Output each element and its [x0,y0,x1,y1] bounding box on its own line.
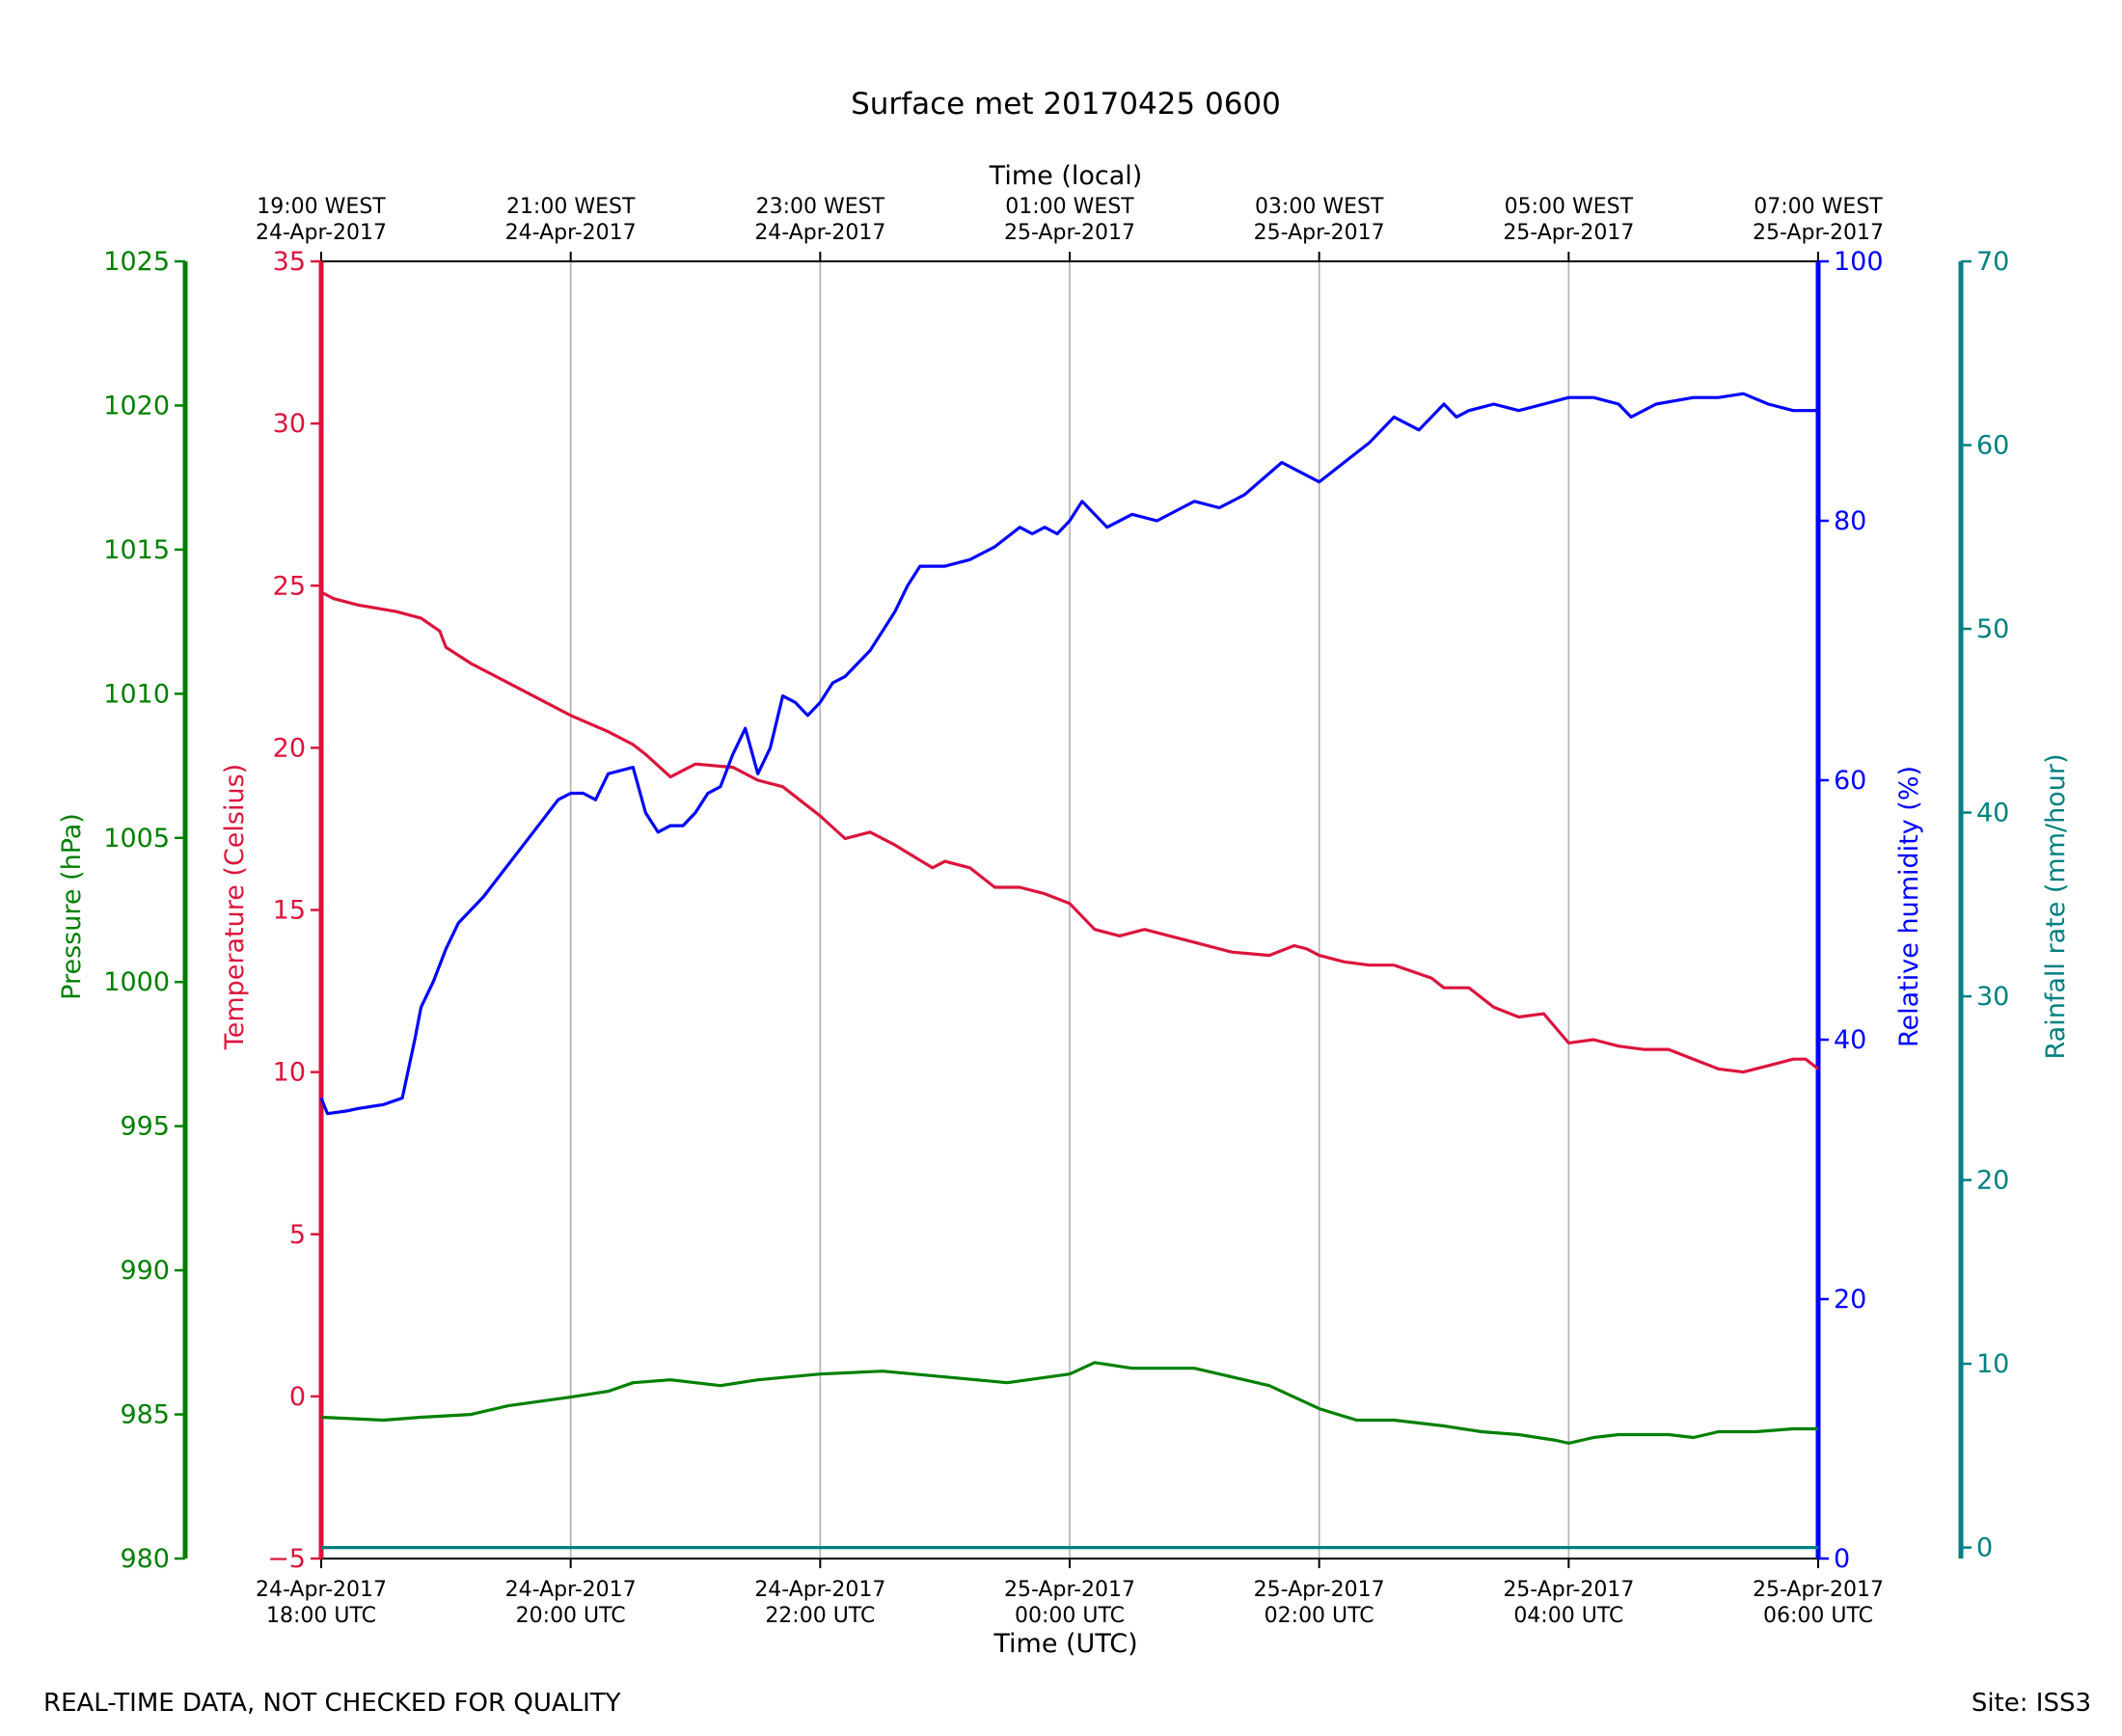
rainfall-tick-label: 50 [1976,614,2009,644]
top-x-tick-label: 24-Apr-2017 [256,221,387,245]
temperature-tick-label: 15 [273,896,306,926]
humidity-tick-label: 0 [1834,1544,1850,1574]
site-label: Site: ISS3 [1971,1689,2091,1718]
bottom-x-tick-label: 18:00 UTC [266,1604,376,1628]
bottom-x-tick-label: 04:00 UTC [1513,1604,1623,1628]
rainfall-tick-label: 0 [1976,1533,1993,1563]
pressure-tick-label: 1025 [103,247,170,277]
temperature-tick-label: 30 [273,409,306,439]
top-x-tick-label: 25-Apr-2017 [1503,221,1634,245]
pressure-tick-label: 980 [120,1544,170,1574]
bottom-x-tick-label: 22:00 UTC [765,1604,875,1628]
top-x-tick-label: 25-Apr-2017 [1254,221,1385,245]
humidity-tick-label: 60 [1834,766,1866,796]
top-x-tick-label: 19:00 WEST [257,195,386,219]
rainfall-tick-label: 10 [1976,1349,2009,1379]
temperature-tick-label: 35 [273,247,306,277]
temperature-tick-label: 20 [273,733,306,763]
top-x-tick-label: 24-Apr-2017 [754,221,885,245]
rainfall-axis-label: Rainfall rate (mm/hour) [2041,754,2071,1060]
top-x-tick-label: 01:00 WEST [1005,195,1134,219]
top-x-tick-label: 24-Apr-2017 [505,221,637,245]
pressure-tick-label: 1005 [103,824,170,854]
humidity-tick-label: 80 [1834,506,1866,536]
humidity-tick-label: 20 [1834,1285,1866,1315]
pressure-tick-label: 1000 [103,967,170,997]
humidity-series-line [319,392,1818,1116]
pressure-axis-label: Pressure (hPa) [57,813,87,1000]
bottom-x-tick-label: 25-Apr-2017 [1004,1578,1135,1602]
top-x-tick-label: 03:00 WEST [1255,195,1384,219]
pressure-series-line [320,1361,1818,1446]
top-x-tick-label: 07:00 WEST [1754,195,1883,219]
pressure-tick-label: 995 [120,1112,170,1142]
bottom-x-tick-label: 25-Apr-2017 [1254,1578,1385,1602]
pressure-tick-label: 990 [120,1256,170,1286]
rainfall-tick-label: 40 [1976,799,2009,828]
pressure-tick-label: 1020 [103,391,170,420]
humidity-axis-label: Relative humidity (%) [1894,766,1924,1047]
temperature-tick-label: 10 [273,1058,306,1088]
bottom-x-tick-label: 06:00 UTC [1763,1604,1873,1628]
temperature-series-line [320,590,1819,1074]
bottom-x-tick-label: 25-Apr-2017 [1753,1578,1884,1602]
rainfall-tick-label: 20 [1976,1166,2009,1196]
chart-title: Surface met 20170425 0600 [851,87,1281,122]
temperature-axis-label: Temperature (Celsius) [220,764,250,1050]
top-x-tick-label: 25-Apr-2017 [1004,221,1135,245]
temperature-tick-label: 5 [289,1220,306,1250]
bottom-x-tick-label: 02:00 UTC [1265,1604,1374,1628]
pressure-tick-label: 1015 [103,535,170,565]
humidity-tick-label: 100 [1834,247,1884,277]
rainfall-tick-label: 70 [1976,247,2009,277]
rainfall-tick-label: 30 [1976,982,2009,1012]
top-x-tick-label: 23:00 WEST [756,195,885,219]
top-x-tick-label: 25-Apr-2017 [1753,221,1884,245]
top-axis-label: Time (local) [989,161,1143,191]
top-x-tick-label: 05:00 WEST [1505,195,1634,219]
bottom-x-tick-label: 00:00 UTC [1015,1604,1125,1628]
temperature-tick-label: 25 [273,571,306,601]
bottom-x-tick-label: 20:00 UTC [516,1604,626,1628]
bottom-x-tick-label: 24-Apr-2017 [754,1578,885,1602]
bottom-x-tick-label: 25-Apr-2017 [1503,1578,1634,1602]
humidity-tick-label: 40 [1834,1025,1866,1055]
rainfall-tick-label: 60 [1976,431,2009,461]
quality-disclaimer: REAL-TIME DATA, NOT CHECKED FOR QUALITY [43,1689,621,1718]
temperature-tick-label: 0 [289,1382,306,1412]
temperature-tick-label: −5 [267,1544,306,1574]
bottom-x-tick-label: 24-Apr-2017 [256,1578,387,1602]
top-x-tick-label: 21:00 WEST [506,195,636,219]
pressure-tick-label: 1010 [103,679,170,709]
pressure-tick-label: 985 [120,1400,170,1430]
bottom-axis-label: Time (UTC) [993,1629,1137,1659]
bottom-x-tick-label: 24-Apr-2017 [505,1578,637,1602]
